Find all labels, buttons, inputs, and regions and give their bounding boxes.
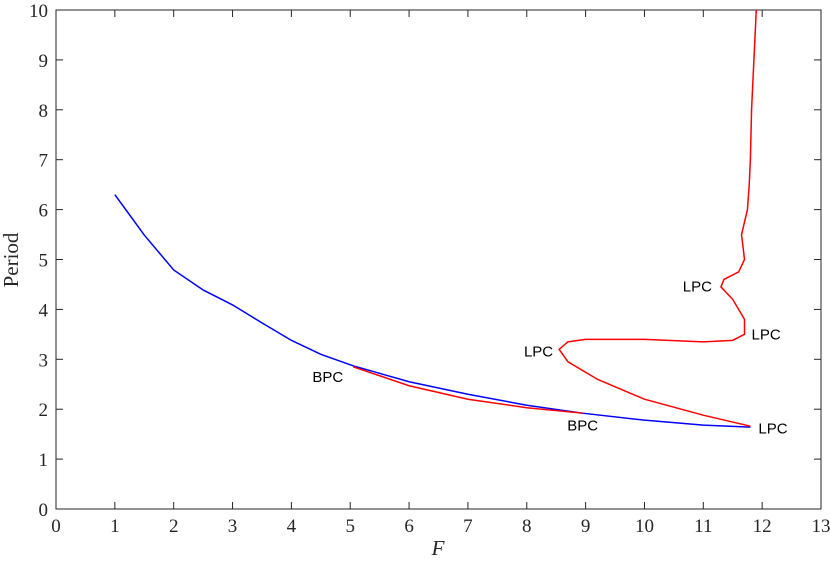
y-tick-label: 10 (29, 1, 48, 22)
x-tick-label: 0 (51, 516, 61, 537)
y-tick-label: 6 (39, 201, 49, 222)
x-tick-label: 3 (228, 516, 238, 537)
y-tick-label: 7 (39, 151, 49, 172)
y-tick-label: 0 (39, 500, 49, 521)
x-tick-label: 2 (169, 516, 179, 537)
x-tick-label: 12 (753, 516, 772, 537)
y-tick-label: 4 (39, 300, 49, 321)
series-line (352, 9, 758, 427)
annotation: LPC (683, 278, 712, 295)
x-tick-label: 13 (812, 516, 830, 537)
x-tick-label: 10 (635, 516, 654, 537)
y-tick-label: 2 (39, 400, 49, 421)
y-tick-label: 5 (39, 251, 49, 272)
y-tick-label: 1 (39, 450, 49, 471)
series-line (114, 194, 751, 428)
x-tick-label: 8 (522, 516, 532, 537)
y-tick-label: 8 (39, 101, 49, 122)
x-tick-label: 11 (694, 516, 712, 537)
annotation: LPC (758, 421, 787, 438)
plot-frame (55, 9, 822, 510)
x-tick-label: 5 (345, 516, 355, 537)
y-tick-label: 9 (39, 51, 49, 72)
y-tick-label: 3 (39, 350, 49, 371)
annotation: BPC (312, 369, 343, 386)
annotation: BPC (567, 418, 598, 435)
x-axis-label: F (431, 536, 445, 560)
x-tick-label: 7 (463, 516, 473, 537)
x-tick-label: 9 (581, 516, 591, 537)
x-tick-label: 6 (404, 516, 414, 537)
annotation: LPC (752, 326, 781, 343)
x-tick-label: 4 (287, 516, 297, 537)
y-axis-label: Period (0, 232, 23, 287)
annotation: LPC (524, 343, 553, 360)
x-tick-label: 1 (110, 516, 120, 537)
